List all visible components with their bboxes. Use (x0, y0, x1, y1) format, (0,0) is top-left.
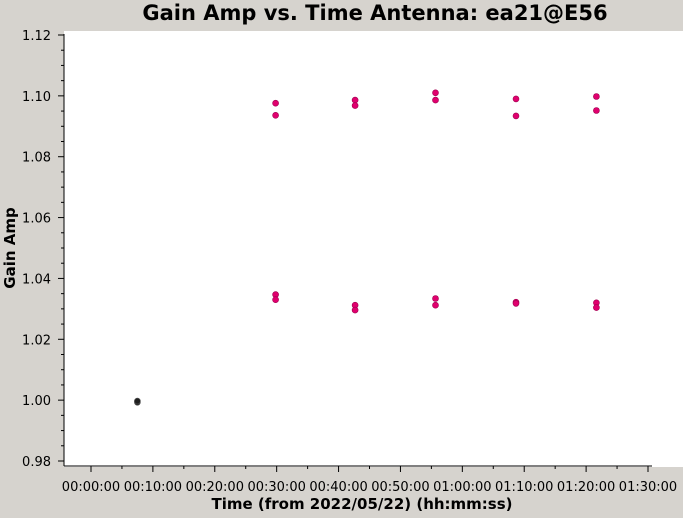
x-tick-label: 01:20:00 (557, 480, 615, 495)
x-tick-label: 00:30:00 (247, 480, 305, 495)
data-point (512, 300, 520, 307)
y-tick-label: 0.98 (22, 455, 51, 470)
data-point (512, 112, 520, 120)
x-tick-label: 00:20:00 (186, 480, 244, 495)
data-point (432, 301, 439, 309)
y-tick-label: 1.08 (22, 151, 51, 166)
data-point (512, 95, 520, 103)
data-point (593, 93, 600, 100)
y-tick-label: 1.10 (22, 90, 51, 105)
data-point (351, 96, 359, 104)
x-tick-label: 01:30:00 (619, 480, 677, 495)
data-point (134, 397, 141, 405)
x-tick-label: 00:50:00 (371, 480, 429, 495)
y-tick-label: 1.02 (22, 333, 51, 348)
y-axis-label: Gain Amp (1, 207, 19, 289)
ticks-layer: 00:00:00 00:10:00 00:20:00 00:30:00 00:40:00… (22, 29, 677, 495)
x-tick-label: 01:10:00 (495, 480, 553, 495)
y-tick-label: 1.06 (22, 212, 51, 227)
data-point (593, 304, 600, 311)
data-point (593, 107, 600, 114)
data-point (272, 112, 279, 119)
points-layer (134, 89, 600, 406)
x-axis-label: Time (from 2022/05/22) (hh:mm:ss) (211, 495, 512, 513)
data-point (432, 295, 439, 302)
data-point (272, 296, 279, 304)
x-tick-label: 01:00:00 (433, 480, 491, 495)
y-tick-label: 1.12 (22, 29, 51, 44)
y-tick-label: 1.04 (22, 272, 51, 287)
plot-area (64, 31, 683, 467)
x-tick-label: 00:40:00 (309, 480, 367, 495)
data-point (351, 102, 359, 109)
data-point (432, 96, 439, 104)
data-point (351, 306, 359, 314)
data-point (272, 99, 279, 107)
x-tick-label: 00:00:00 (62, 480, 120, 495)
x-tick-label: 00:10:00 (124, 480, 182, 495)
y-tick-label: 1.00 (22, 394, 51, 409)
chart-title: Gain Amp vs. Time Antenna: ea21@E56 (142, 1, 607, 25)
data-point (432, 89, 439, 97)
